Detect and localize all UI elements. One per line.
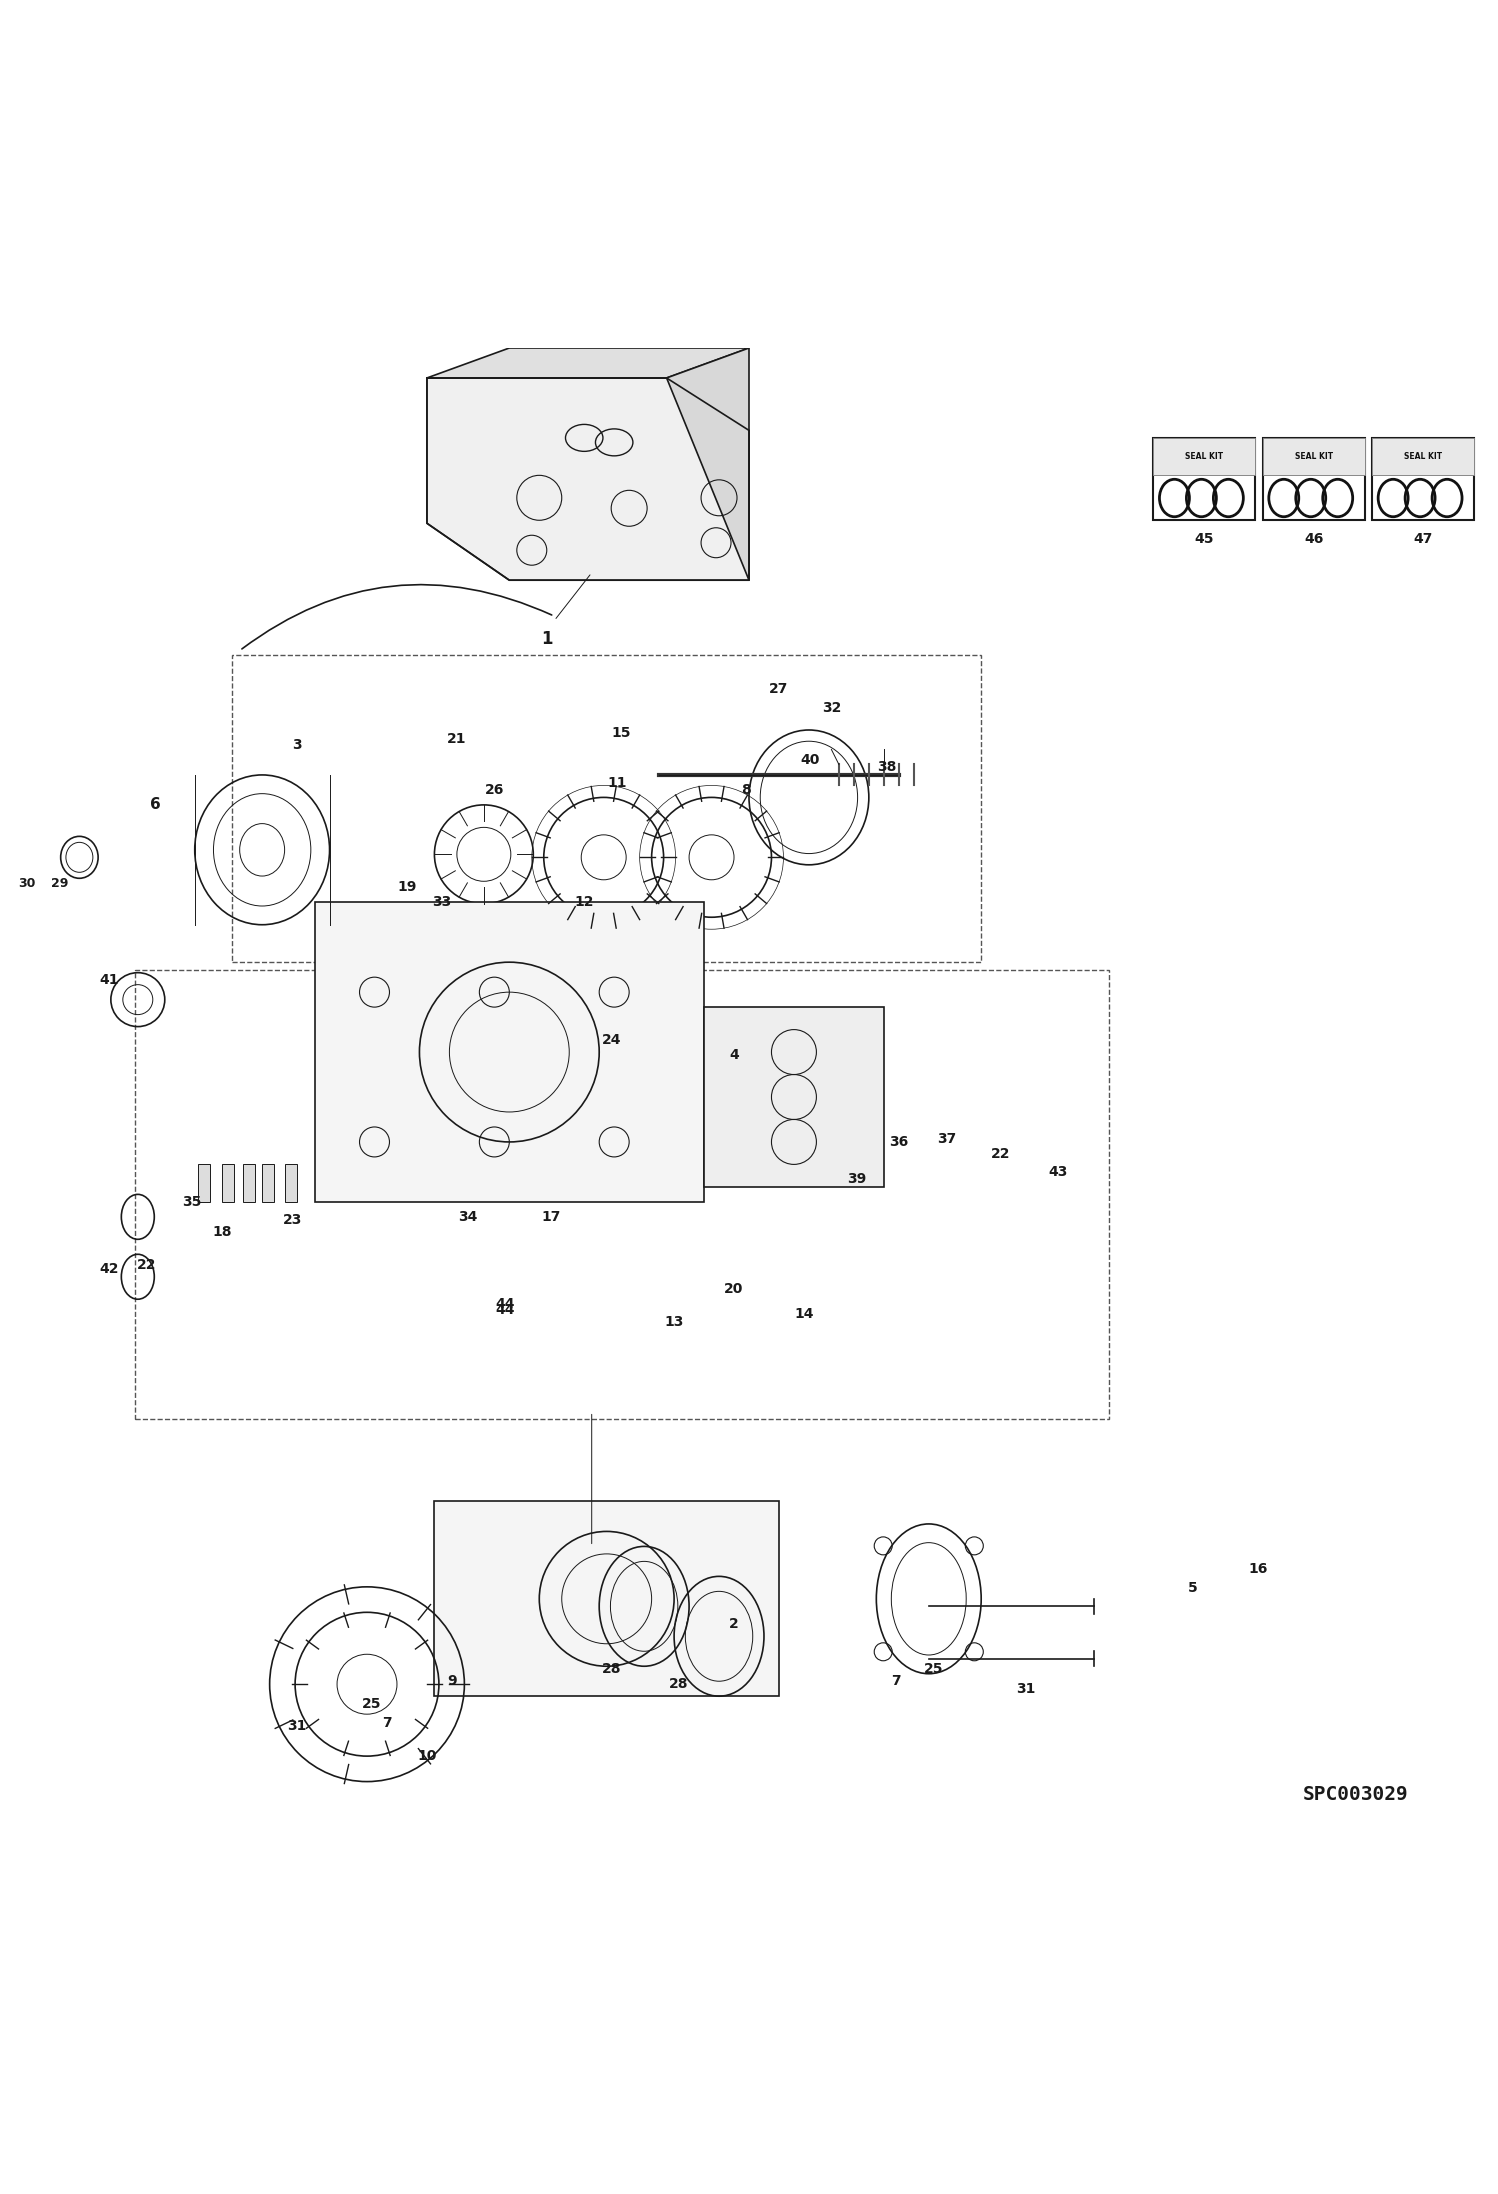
- Text: 28: 28: [601, 1663, 622, 1676]
- Text: 28: 28: [668, 1676, 689, 1692]
- Text: 19: 19: [398, 880, 416, 893]
- Text: 41: 41: [99, 974, 120, 987]
- Text: 22: 22: [136, 1257, 157, 1273]
- Text: SEAL KIT: SEAL KIT: [1294, 452, 1333, 461]
- Text: 20: 20: [725, 1281, 743, 1297]
- Text: 4: 4: [730, 1049, 739, 1062]
- Text: 18: 18: [211, 1224, 232, 1240]
- Text: 1: 1: [541, 630, 553, 647]
- Text: 14: 14: [794, 1308, 815, 1321]
- Text: 16: 16: [1249, 1562, 1267, 1575]
- Polygon shape: [427, 377, 749, 579]
- Text: 25: 25: [923, 1663, 944, 1676]
- Text: 9: 9: [448, 1674, 457, 1687]
- Bar: [285, 1165, 297, 1202]
- Text: 25: 25: [361, 1696, 382, 1711]
- Text: 47: 47: [1414, 533, 1432, 546]
- Text: 40: 40: [801, 753, 819, 768]
- Polygon shape: [434, 1501, 779, 1696]
- Bar: [232, 656, 981, 963]
- Polygon shape: [667, 349, 749, 579]
- Text: 12: 12: [574, 895, 595, 908]
- Text: 10: 10: [418, 1749, 436, 1764]
- Text: 44: 44: [494, 1297, 515, 1310]
- Text: SEAL KIT: SEAL KIT: [1185, 452, 1224, 461]
- Text: 35: 35: [183, 1196, 201, 1209]
- Text: 29: 29: [51, 878, 69, 891]
- Text: 34: 34: [458, 1209, 476, 1224]
- Bar: [1263, 439, 1365, 520]
- Bar: [1372, 439, 1474, 520]
- Text: 42: 42: [99, 1262, 120, 1277]
- Polygon shape: [315, 902, 704, 1202]
- Bar: [262, 1165, 274, 1202]
- Text: 44: 44: [494, 1303, 515, 1316]
- Text: 15: 15: [611, 726, 632, 742]
- Text: 37: 37: [938, 1132, 956, 1145]
- Text: 46: 46: [1305, 533, 1323, 546]
- Text: 3: 3: [292, 739, 301, 753]
- Text: 30: 30: [18, 878, 36, 891]
- Bar: [1153, 439, 1255, 474]
- Bar: [1372, 439, 1474, 474]
- Text: 2: 2: [730, 1617, 739, 1632]
- Text: 45: 45: [1194, 533, 1215, 546]
- Text: 11: 11: [607, 777, 628, 790]
- Text: 6: 6: [150, 796, 162, 812]
- Text: SPC003029: SPC003029: [1302, 1786, 1408, 1803]
- Text: 43: 43: [1049, 1165, 1067, 1178]
- Text: 5: 5: [1188, 1582, 1197, 1595]
- Text: 13: 13: [665, 1314, 683, 1330]
- Text: 22: 22: [990, 1147, 1011, 1161]
- Text: 31: 31: [1017, 1683, 1035, 1696]
- Text: 17: 17: [542, 1209, 560, 1224]
- Text: 24: 24: [601, 1033, 622, 1047]
- Text: 7: 7: [891, 1674, 900, 1687]
- Text: SEAL KIT: SEAL KIT: [1404, 452, 1443, 461]
- Text: 8: 8: [742, 783, 750, 796]
- Text: 7: 7: [382, 1716, 391, 1731]
- Text: 21: 21: [446, 733, 467, 746]
- Polygon shape: [704, 1007, 884, 1187]
- Bar: [135, 970, 1109, 1420]
- Text: 39: 39: [848, 1172, 866, 1187]
- Text: 27: 27: [770, 682, 788, 695]
- Bar: [1263, 439, 1365, 474]
- Bar: [243, 1165, 255, 1202]
- Bar: [198, 1165, 210, 1202]
- Text: 26: 26: [485, 783, 503, 796]
- Text: 32: 32: [822, 702, 840, 715]
- Text: 36: 36: [890, 1134, 908, 1150]
- Polygon shape: [427, 349, 749, 377]
- Text: 31: 31: [288, 1720, 306, 1733]
- Bar: [222, 1165, 234, 1202]
- Text: 23: 23: [283, 1213, 301, 1226]
- Text: 33: 33: [433, 895, 451, 908]
- Bar: [1153, 439, 1255, 520]
- Text: 38: 38: [878, 761, 896, 774]
